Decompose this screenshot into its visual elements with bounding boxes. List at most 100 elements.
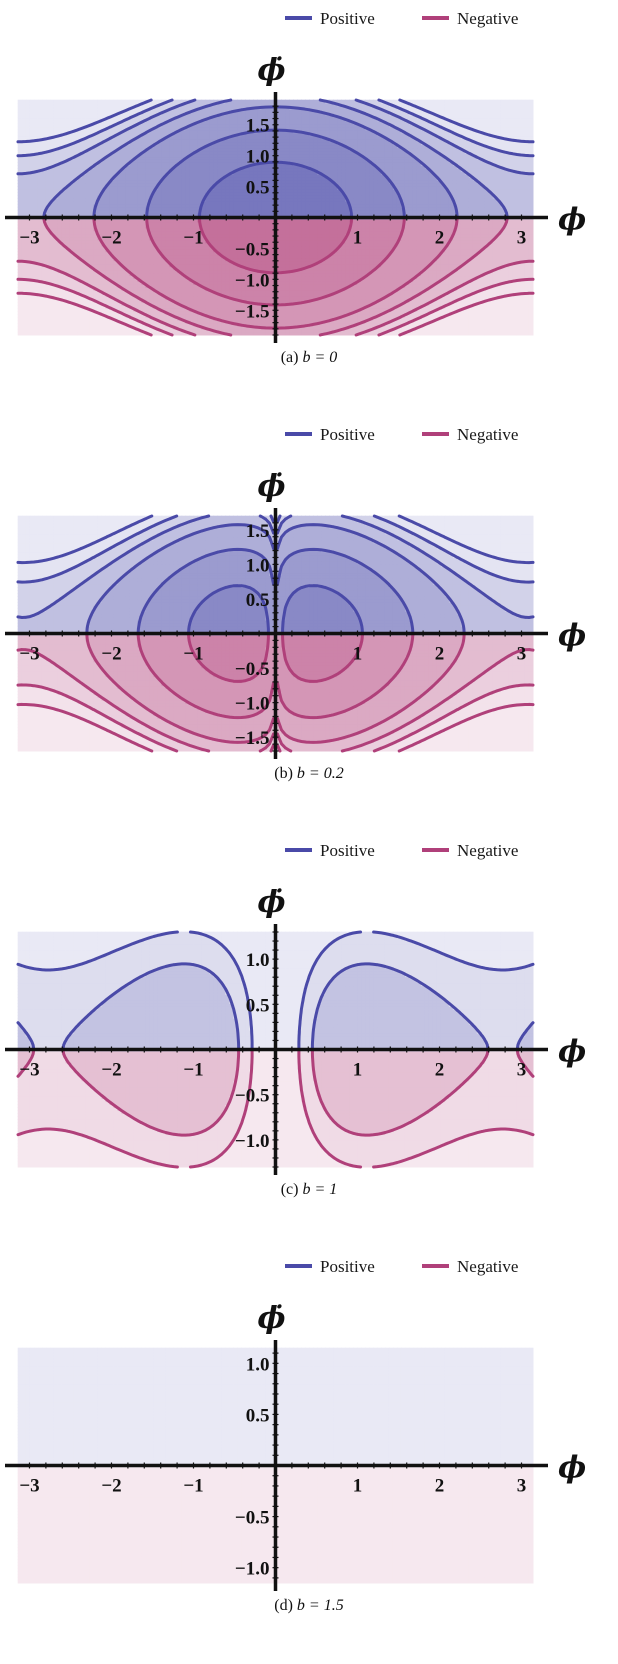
fill-cell xyxy=(321,242,326,247)
fill-cell xyxy=(145,272,151,277)
fill-cell xyxy=(209,284,215,288)
fill-cell xyxy=(57,242,63,247)
fill-cell xyxy=(377,319,382,324)
fill-cell xyxy=(353,307,358,312)
fill-cell xyxy=(369,239,374,244)
fill-cell xyxy=(361,266,366,271)
fill-cell xyxy=(380,248,386,253)
fill-cell xyxy=(157,301,163,306)
fill-cell xyxy=(468,301,474,306)
fill-cell xyxy=(361,299,366,303)
fill-cell xyxy=(309,310,314,315)
fill-cell xyxy=(305,251,310,256)
fill-cell xyxy=(329,301,334,306)
fill-cell xyxy=(101,299,107,303)
fill-cell xyxy=(492,331,498,336)
fill-cell xyxy=(97,331,103,336)
fill-cell xyxy=(345,260,350,265)
fill-cell xyxy=(452,251,458,256)
fill-cell xyxy=(380,263,386,268)
fill-cell xyxy=(189,239,195,244)
fill-cell xyxy=(380,313,386,318)
fill-cell xyxy=(436,269,442,274)
fill-cell xyxy=(165,328,171,333)
fill-cell xyxy=(396,281,402,285)
fill-cell xyxy=(412,313,418,318)
fill-cell xyxy=(480,293,486,297)
fill-cell xyxy=(333,304,338,309)
fill-cell xyxy=(37,299,43,303)
fill-cell xyxy=(432,296,438,300)
fill-cell xyxy=(500,328,506,333)
fill-cell xyxy=(428,281,434,285)
fill-cell xyxy=(241,263,247,268)
fill-cell xyxy=(369,263,374,268)
fill-cell xyxy=(189,325,195,330)
fill-cell xyxy=(496,242,502,247)
fill-cell xyxy=(384,284,390,288)
fill-cell xyxy=(380,269,386,274)
fill-cell xyxy=(452,316,458,321)
fill-cell xyxy=(221,328,227,333)
fill-cell xyxy=(77,287,83,291)
fill-cell xyxy=(93,245,99,250)
fill-cell xyxy=(361,310,366,315)
fill-cell xyxy=(85,260,91,265)
fill-cell xyxy=(333,296,338,300)
fill-cell xyxy=(193,251,199,256)
fill-cell xyxy=(516,301,522,306)
fill-cell xyxy=(149,322,155,327)
fill-cell xyxy=(157,239,163,244)
fill-cell xyxy=(305,313,310,318)
fill-cell xyxy=(133,266,139,271)
fill-cell xyxy=(321,278,326,282)
legend-label-positive: Positive xyxy=(320,9,375,28)
fill-cell xyxy=(213,278,219,282)
fill-cell xyxy=(309,254,314,259)
fill-cell xyxy=(181,278,187,282)
fill-cell xyxy=(464,325,470,330)
fill-cell xyxy=(177,299,183,303)
fill-cell xyxy=(157,316,163,321)
fill-cell xyxy=(25,316,31,321)
fill-cell xyxy=(420,299,426,303)
fill-cell xyxy=(488,328,494,333)
fill-cell xyxy=(329,257,334,262)
fill-cell xyxy=(508,284,514,288)
fill-cell xyxy=(512,319,518,324)
fill-cell xyxy=(349,281,354,285)
fill-cell xyxy=(373,239,378,244)
fill-cell xyxy=(29,310,35,315)
fill-cell xyxy=(213,239,219,244)
fill-cell xyxy=(229,263,235,268)
fill-cell xyxy=(229,275,235,279)
fill-cell xyxy=(333,239,338,244)
fill-cell xyxy=(233,254,239,259)
fill-cell xyxy=(392,287,398,291)
fill-cell xyxy=(153,263,159,268)
fill-cell xyxy=(257,260,263,265)
fill-cell xyxy=(508,257,514,262)
fill-cell xyxy=(305,260,310,265)
fill-cell xyxy=(149,290,155,294)
fill-cell xyxy=(488,251,494,256)
fill-cell xyxy=(197,281,203,285)
fill-cell xyxy=(245,325,251,330)
fill-cell xyxy=(93,331,99,336)
fill-cell xyxy=(165,319,171,324)
fill-cell xyxy=(17,316,23,321)
fill-cell xyxy=(17,310,23,315)
fill-cell xyxy=(504,245,510,250)
fill-cell xyxy=(137,245,143,250)
fill-cell xyxy=(496,325,502,330)
fill-cell xyxy=(408,313,414,318)
fill-cell xyxy=(460,331,466,336)
fill-cell xyxy=(77,322,83,327)
fill-cell xyxy=(253,245,259,250)
fill-cell xyxy=(289,316,294,321)
fill-cell xyxy=(33,266,39,271)
fill-cell xyxy=(81,251,87,256)
fill-cell xyxy=(516,248,522,253)
fill-cell xyxy=(524,242,530,247)
fill-cell xyxy=(329,296,334,300)
